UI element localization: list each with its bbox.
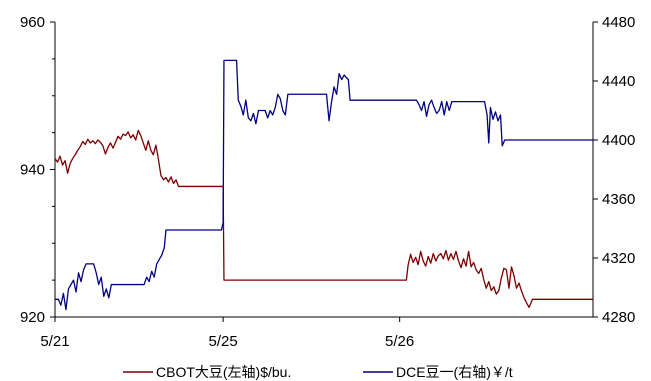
series-line-cbot	[54, 129, 593, 309]
legend-label-cbot: CBOT大豆(左轴)$/bu.	[156, 364, 291, 380]
right-axis-tick-label: 4480	[602, 14, 635, 31]
left-axis-tick-label: 960	[20, 14, 45, 31]
right-axis-tick-label: 4280	[602, 309, 635, 326]
x-axis-tick-label: 5/25	[209, 333, 238, 350]
left-axis-tick-label: 920	[20, 309, 45, 326]
chart-axes: 920 940 960 4280 4320 4360 4400 4440 4480 5/21 5/2…	[20, 14, 635, 350]
right-axis-tick-label: 4440	[602, 73, 635, 90]
x-axis-tick-label: 5/26	[385, 333, 414, 350]
right-axis-tick-label: 4320	[602, 250, 635, 267]
chart-legend: CBOT大豆(左轴)$/bu. DCE豆一(右轴)￥/t	[123, 364, 513, 380]
right-axis-tick-label: 4360	[602, 191, 635, 208]
right-axis-tick-label: 4400	[602, 132, 635, 149]
series-line-dce	[55, 59, 593, 311]
chart-series	[54, 59, 593, 311]
left-axis-tick-label: 940	[20, 162, 45, 179]
x-axis-tick-label: 5/21	[40, 333, 69, 350]
legend-label-dce: DCE豆一(右轴)￥/t	[396, 364, 513, 380]
